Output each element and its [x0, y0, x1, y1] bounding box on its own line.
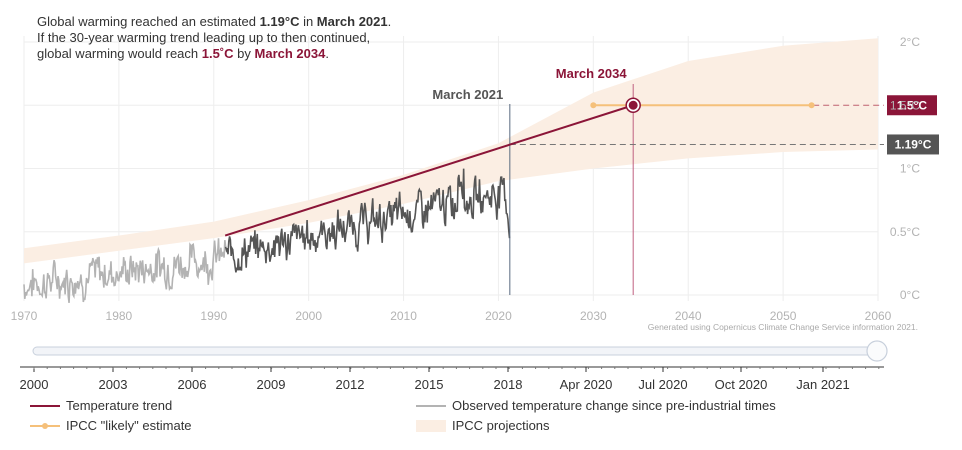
- x-tick-2050: 2050: [770, 309, 797, 323]
- y-tick-4: 2°C: [900, 35, 920, 49]
- badge-1-19: 1.19°C: [887, 134, 939, 155]
- observed-line-early: [23, 238, 227, 303]
- slider-tick-label-7: Apr 2020: [560, 377, 613, 392]
- intro-text-2: If the 30-year warming trend leading up …: [37, 30, 371, 45]
- temperature-trend-line: [224, 104, 634, 237]
- slider-tick-label-6: 2018: [494, 377, 523, 392]
- observed-series: [23, 168, 511, 303]
- slider-tick-label-5: 2015: [415, 377, 444, 392]
- range-slider-handle[interactable]: [866, 340, 888, 362]
- y-axis-ticks: 0°C 0.5°C 1°C 1.5°C 2°C: [890, 35, 920, 302]
- x-tick-2060: 2060: [865, 309, 892, 323]
- slider-tick-label-8: Jul 2020: [638, 377, 687, 392]
- x-tick-1990: 1990: [200, 309, 227, 323]
- badge-1-5: 1.5°C: [887, 95, 937, 116]
- intro-date-2021: March 2021: [316, 14, 388, 29]
- march-2034-label: March 2034: [556, 66, 628, 81]
- y-tick-0: 0°C: [900, 288, 920, 302]
- x-axis-ticks: 1970 1980 1990 2000 2010 2020 2030 2040 2050 2060: [11, 309, 892, 323]
- legend-swatch-trend: [30, 405, 60, 407]
- slider-tick-label-10: Jan 2021: [796, 377, 850, 392]
- intro-text-3a: global warming would reach: [37, 46, 202, 61]
- y-tick-1: 0.5°C: [890, 225, 920, 239]
- credit-note: Generated using Copernicus Climate Chang…: [648, 322, 918, 332]
- intro-text-3e: .: [325, 46, 329, 61]
- x-tick-2010: 2010: [390, 309, 417, 323]
- intro-text-1e: .: [387, 14, 392, 29]
- badge-1-19-text: 1.19°C: [895, 137, 932, 151]
- observed-line-recent: [224, 168, 511, 273]
- slider-tick-label-4: 2012: [336, 377, 365, 392]
- y-tick-2: 1°C: [900, 162, 920, 176]
- slider-tick-label-3: 2009: [257, 377, 286, 392]
- y-tick-3: 1.5°C: [890, 98, 920, 112]
- ipcc-likely-markers: [590, 102, 815, 109]
- x-tick-2040: 2040: [675, 309, 702, 323]
- intro-value-1-5: 1.5˚C: [201, 46, 234, 61]
- march-2021-label: March 2021: [432, 87, 503, 102]
- slider-tick-label-1: 2003: [99, 377, 128, 392]
- intro-date-2034: March 2034: [254, 46, 326, 61]
- march-2034-marker: [625, 97, 641, 113]
- intro-text-3c: by: [233, 46, 255, 61]
- slider-tick-label-9: Oct 2020: [715, 377, 768, 392]
- x-tick-2020: 2020: [485, 309, 512, 323]
- x-tick-2030: 2030: [580, 309, 607, 323]
- x-tick-2000: 2000: [295, 309, 322, 323]
- intro-text-1c: in: [299, 14, 317, 29]
- legend-label-trend: Temperature trend: [66, 398, 173, 413]
- ipcc-dot-1: [808, 102, 815, 109]
- slider-tick-label-0: 2000: [20, 377, 49, 392]
- legend-swatch-observed: [416, 405, 446, 407]
- legend-swatch-projections: [416, 420, 446, 432]
- range-slider-track[interactable]: [32, 346, 880, 356]
- legend-label-projections: IPCC projections: [452, 418, 550, 433]
- intro-text-1a: Global warming reached an estimated: [37, 14, 260, 29]
- intro-text: Global warming reached an estimated 1.19…: [37, 14, 391, 62]
- ipcc-projections-band: [24, 38, 878, 264]
- target-dot: [628, 100, 638, 110]
- slider-ticks: 2000 2003 2006 2009 2012 2015 2018 Apr 2020 Jul …: [20, 367, 880, 392]
- x-tick-1980: 1980: [106, 309, 133, 323]
- ipcc-dot-0: [590, 102, 597, 109]
- slider-tick-label-2: 2006: [178, 377, 207, 392]
- badge-1-5-text: 1.5°C: [897, 98, 927, 112]
- legend-swatch-ipcc: [30, 423, 60, 429]
- x-tick-1970: 1970: [11, 309, 38, 323]
- legend-label-observed: Observed temperature change since pre-in…: [452, 398, 776, 413]
- intro-value-1-19: 1.19°C: [259, 14, 300, 29]
- legend-label-ipcc: IPCC "likely" estimate: [66, 418, 192, 433]
